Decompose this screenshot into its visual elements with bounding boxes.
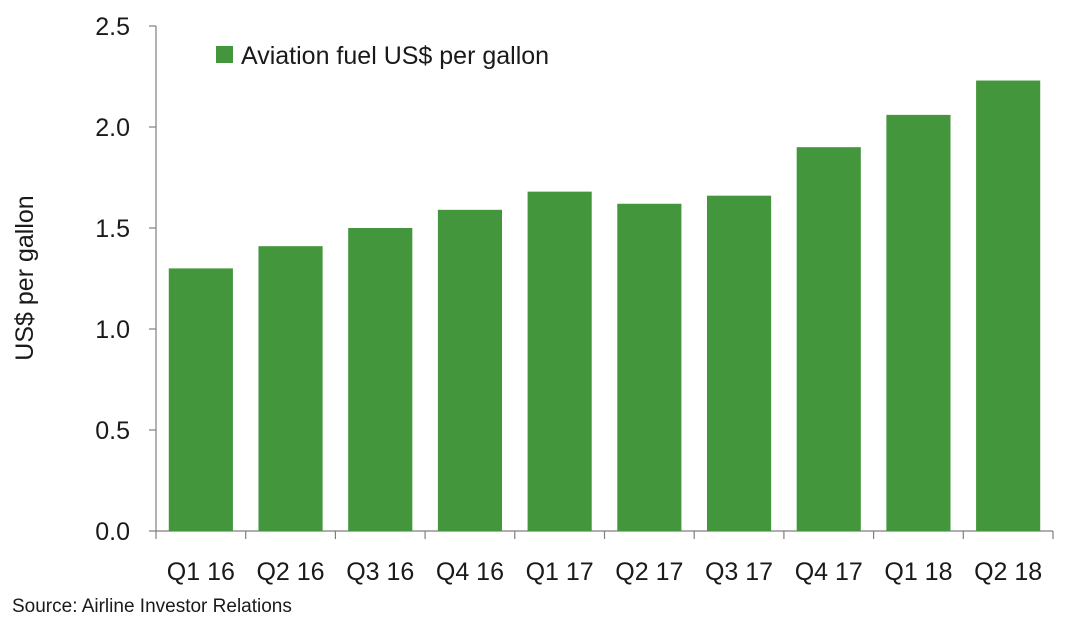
x-tick-label: Q4 16: [436, 558, 504, 586]
bar: [527, 191, 592, 531]
y-axis-title: US$ per gallon: [11, 195, 39, 360]
bar-series: [168, 80, 1041, 531]
bar: [976, 80, 1041, 531]
x-axis: Q1 16 Q2 16 Q3 16 Q4 16 Q1 17 Q2 17 Q3 17 Q4 17…: [155, 530, 1054, 586]
bar: [348, 228, 413, 531]
y-axis: 0.0 0.5 1.0 1.5 2.0 2.5: [95, 13, 157, 546]
x-tick-label: Q1 18: [884, 558, 952, 586]
x-tick-label: Q2 16: [256, 558, 324, 586]
source-note: Source: Airline Investor Relations: [12, 596, 292, 617]
y-tick-label: 2.0: [95, 114, 130, 142]
bar: [258, 246, 323, 531]
bar: [617, 203, 682, 531]
y-tick-label: 1.0: [95, 316, 130, 344]
x-tick-label: Q1 17: [526, 558, 594, 586]
bar: [437, 209, 503, 531]
x-tick-label: Q2 18: [974, 558, 1042, 586]
legend: Aviation fuel US$ per gallon: [216, 42, 549, 70]
bar: [706, 195, 772, 531]
x-tick-label: Q3 17: [705, 558, 773, 586]
y-tick-label: 2.5: [95, 13, 130, 41]
bar: [796, 147, 861, 531]
legend-label: Aviation fuel US$ per gallon: [241, 42, 549, 70]
y-tick-label: 0.5: [95, 417, 130, 445]
bar: [168, 268, 233, 531]
legend-swatch: [216, 46, 233, 63]
x-tick-label: Q1 16: [167, 558, 235, 586]
bar: [886, 114, 951, 531]
x-tick-label: Q2 17: [615, 558, 683, 586]
y-tick-label: 0.0: [95, 518, 130, 546]
x-tick-label: Q3 16: [346, 558, 414, 586]
y-tick-label: 1.5: [95, 215, 130, 243]
x-tick-label: Q4 17: [795, 558, 863, 586]
